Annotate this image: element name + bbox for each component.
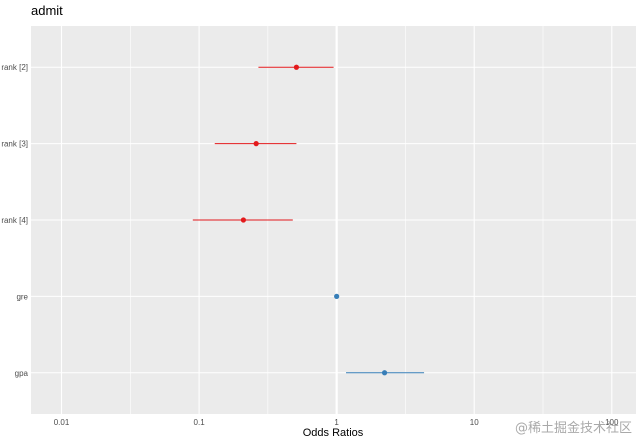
estimate-point: [240, 217, 247, 223]
y-tick-label: rank [4]: [1, 216, 28, 225]
chart-title: admit: [31, 3, 63, 18]
x-tick-label: 100: [605, 418, 619, 427]
chart-marks: [192, 64, 425, 376]
x-tick-label: 0.1: [194, 418, 206, 427]
y-tick-label: gpa: [15, 369, 29, 378]
x-tick-label: 10: [470, 418, 479, 427]
y-tick-label: gre: [16, 292, 28, 301]
estimate-point: [334, 293, 340, 299]
watermark-text: @稀土掘金技术社区: [514, 421, 632, 436]
estimate-point: [293, 64, 300, 70]
x-axis-labels: 0.01 0.1 1 10 100: [54, 418, 619, 427]
y-tick-label: rank [3]: [1, 140, 28, 149]
estimate-point: [381, 370, 388, 376]
x-tick-label: 0.01: [54, 418, 70, 427]
estimate-point: [253, 141, 259, 147]
x-tick-label: 1: [334, 418, 339, 427]
y-axis-labels: rank [2] rank [3] rank [4] gre gpa: [1, 63, 28, 378]
y-tick-label: rank [2]: [1, 63, 28, 72]
x-axis-title: Odds Ratios: [303, 427, 364, 439]
